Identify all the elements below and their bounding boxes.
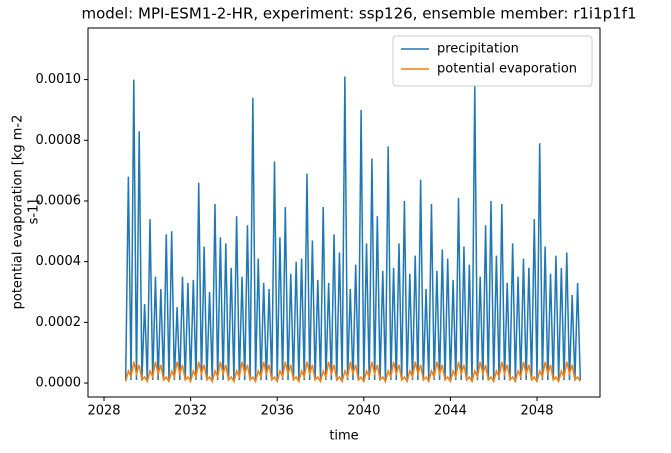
y-axis-label-line: potential evaporation [kg m-2 <box>11 115 26 310</box>
y-tick-label: 0.0004 <box>36 254 82 269</box>
y-tick-label: 0.0002 <box>36 315 82 330</box>
x-tick-label: 2028 <box>87 404 120 419</box>
y-axis-label: potential evaporation [kg m-2 s-1] <box>11 115 42 310</box>
plot-frame <box>87 27 601 398</box>
y-tick-label: 0.0006 <box>36 193 82 208</box>
legend-label: potential evaporation <box>437 62 577 77</box>
legend-box <box>392 35 593 87</box>
y-tick-label: 0.0008 <box>36 133 82 148</box>
legend: precipitation potential evaporation <box>392 35 593 87</box>
x-tick-label: 2048 <box>520 404 553 419</box>
y-axis-label-line: s-1] <box>27 200 42 225</box>
series-line <box>124 361 581 384</box>
y-tick-label: 0.0000 <box>36 376 82 391</box>
x-tick-label: 2032 <box>174 404 207 419</box>
x-tick-label: 2036 <box>261 404 294 419</box>
x-tick-label: 2044 <box>434 404 467 419</box>
series-line <box>124 76 582 381</box>
legend-label: precipitation <box>437 42 519 57</box>
chart-title: model: MPI-ESM1-2-HR, experiment: ssp126… <box>81 5 636 23</box>
x-axis-label: time <box>329 429 358 444</box>
x-tick-label: 2040 <box>347 404 380 419</box>
y-tick-label: 0.0010 <box>36 72 82 87</box>
